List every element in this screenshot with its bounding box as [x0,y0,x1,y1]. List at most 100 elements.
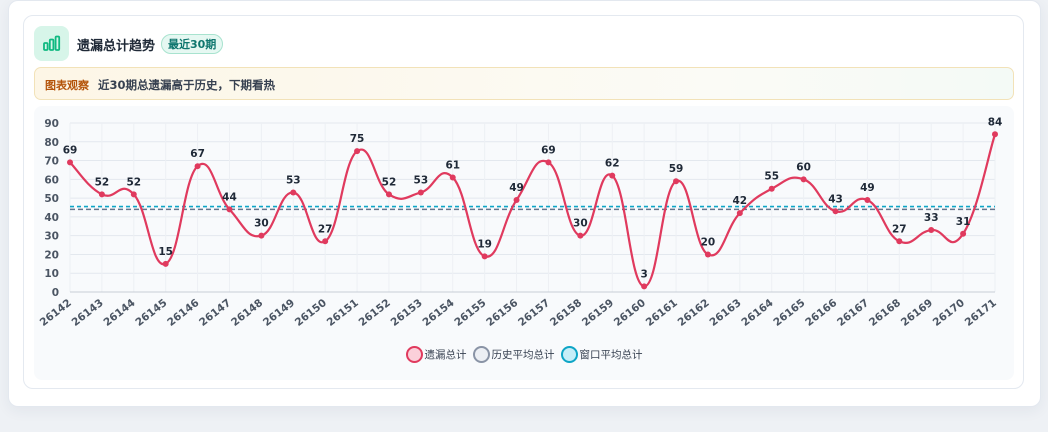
x-tick-label: 26168 [867,297,903,329]
y-tick-label: 0 [52,287,59,299]
data-point [130,191,137,198]
chart-legend: 遗漏总计 历史平均总计 窗口平均总计 [0,346,1048,363]
data-label: 19 [477,238,492,250]
x-tick-label: 26169 [899,297,935,329]
data-point [800,176,807,183]
x-tick-label: 26152 [357,297,393,329]
data-label: 60 [796,161,811,173]
data-point [67,159,73,166]
data-point [226,206,233,213]
data-point [768,185,775,192]
data-label: 33 [924,212,939,224]
data-point [162,260,169,267]
data-label: 69 [541,144,556,156]
data-point [704,251,711,258]
data-point [673,178,680,185]
data-point [641,283,648,290]
x-tick-label: 26171 [963,297,999,329]
x-tick-label: 26161 [644,297,680,329]
legend-swatch-series [405,346,423,363]
data-label: 3 [640,268,647,280]
data-point [449,174,456,181]
data-point [258,232,265,239]
data-point [194,163,201,170]
observation-text: 近30期总遗漏高于历史，下期看热 [98,78,276,92]
x-tick-label: 26145 [133,297,169,329]
observation-tag: 图表观察 [45,79,89,92]
y-tick-label: 30 [44,231,59,243]
data-label: 30 [573,218,588,230]
y-tick-label: 10 [44,268,59,280]
y-tick-label: 70 [44,156,59,168]
data-label: 61 [445,159,460,171]
data-point [577,232,584,239]
legend-item-history-avg[interactable]: 历史平均总计 [472,346,555,363]
data-point [928,227,935,234]
x-tick-label: 26151 [325,297,361,329]
data-label: 15 [158,246,173,258]
x-tick-label: 26163 [707,297,743,329]
data-point [992,131,998,138]
data-label: 69 [63,144,78,156]
data-point [545,159,552,166]
y-tick-label: 80 [44,137,59,149]
data-label: 27 [318,223,333,235]
x-tick-label: 26167 [835,297,871,329]
data-point [896,238,903,245]
x-tick-label: 26165 [771,297,807,329]
data-label: 53 [286,174,301,186]
data-point [417,189,424,196]
data-label: 52 [126,176,141,188]
legend-label-window-avg: 窗口平均总计 [579,349,643,361]
data-point [513,196,520,203]
series-line [69,133,997,288]
y-tick-label: 40 [44,212,59,224]
data-label: 27 [892,223,907,235]
x-tick-label: 26143 [70,297,106,329]
legend-item-series[interactable]: 遗漏总计 [405,346,467,363]
data-point [736,210,743,217]
bar-chart-icon [34,26,69,61]
x-tick-label: 26150 [293,297,329,329]
data-point [609,172,616,179]
data-point [960,230,967,237]
data-point [481,253,488,260]
data-label: 20 [701,236,716,248]
x-tick-label: 26166 [803,297,839,329]
y-tick-label: 50 [44,193,59,205]
data-label: 62 [605,158,620,170]
data-label: 49 [509,182,524,194]
data-point [864,196,871,203]
data-label: 67 [190,148,205,160]
legend-swatch-window-avg [560,346,578,363]
observation-banner: 图表观察 近30期总遗漏高于历史，下期看热 [34,67,1014,100]
x-tick-label: 26144 [101,297,137,329]
x-tick-label: 26142 [38,297,74,329]
data-point [385,191,392,198]
legend-label-series: 遗漏总计 [424,349,467,361]
x-tick-label: 26156 [484,297,520,329]
x-tick-label: 26148 [229,297,265,329]
legend-item-window-avg[interactable]: 窗口平均总计 [560,346,643,363]
x-tick-label: 26158 [548,297,584,329]
data-label: 84 [988,116,1003,128]
data-label: 49 [860,182,875,194]
y-tick-label: 90 [44,118,59,130]
data-point [98,191,105,198]
x-tick-label: 26160 [612,297,648,329]
data-label: 42 [733,195,748,207]
x-tick-label: 26159 [580,297,616,329]
legend-swatch-history-avg [472,346,490,363]
data-label: 52 [95,176,110,188]
data-label: 53 [414,174,429,186]
data-label: 31 [956,216,971,228]
x-tick-label: 26155 [452,297,488,329]
data-label: 75 [350,133,365,145]
chart-title: 遗漏总计趋势 [77,39,156,54]
period-badge: 最近30期 [161,34,224,54]
x-tick-label: 26153 [389,297,425,329]
x-tick-label: 26147 [197,297,233,329]
x-tick-label: 26146 [165,297,201,329]
data-point [322,238,329,245]
